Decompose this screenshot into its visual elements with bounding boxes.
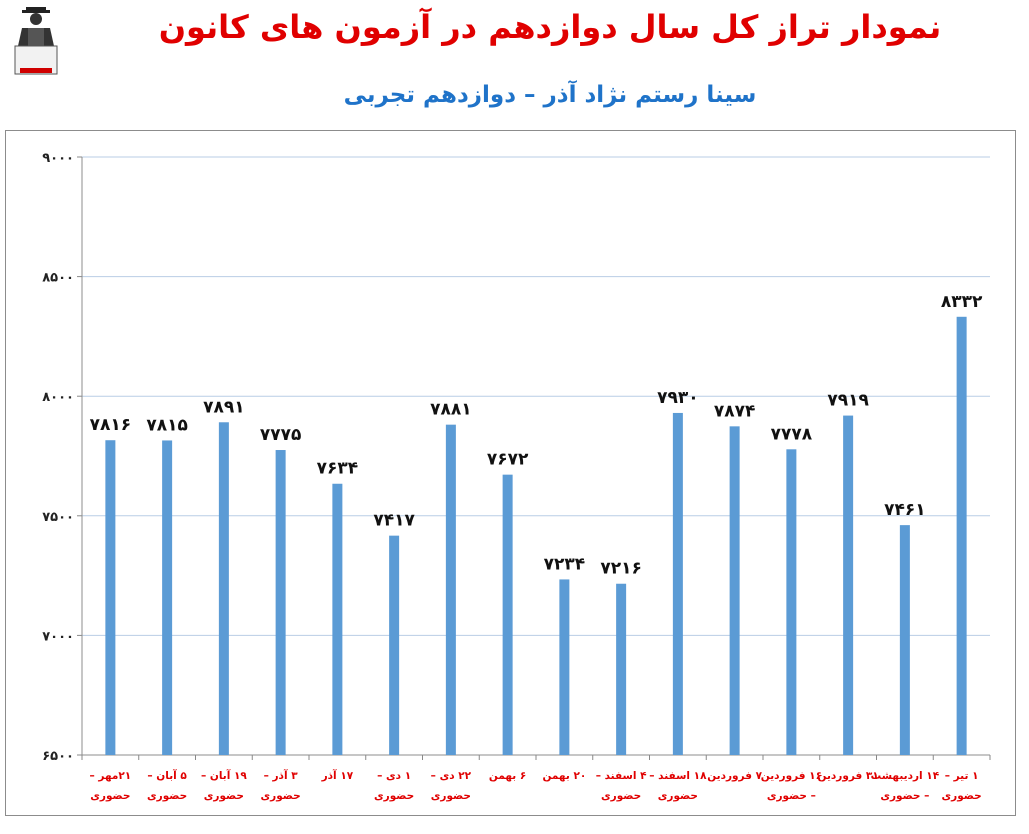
chart-frame <box>5 130 1016 816</box>
category-label: ۲۰ بهمن <box>542 770 586 782</box>
kanoon-logo <box>12 6 60 76</box>
category-label: ۱۷ آذر <box>321 769 354 782</box>
category-label: حضوری <box>374 790 414 802</box>
bar <box>786 449 797 755</box>
data-label: ۷۷۷۵ <box>260 425 302 445</box>
bar <box>616 583 627 755</box>
category-label: حضوری <box>942 790 982 802</box>
data-label: ۷۸۸۱ <box>430 400 472 420</box>
category-label: ۱۸ اسفند – <box>649 770 707 782</box>
bar <box>389 535 400 755</box>
bar <box>672 412 683 755</box>
bar <box>899 525 910 755</box>
bar <box>275 450 286 755</box>
logo-graphic <box>14 7 58 75</box>
category-label: – حضوری <box>880 790 929 802</box>
category-label: ۲۲ دی – <box>431 770 472 782</box>
data-label: ۷۶۳۴ <box>317 459 359 479</box>
bar <box>843 415 854 755</box>
category-label: ۱ دی – <box>377 770 411 782</box>
data-label: ۷۲۱۶ <box>600 559 642 579</box>
category-label: حضوری <box>147 790 187 802</box>
chart-subtitle: سینا رستم نژاد آذر – دوازدهم تجربی <box>343 82 757 108</box>
category-label: حضوری <box>658 790 698 802</box>
data-label: ۷۷۷۸ <box>771 424 813 444</box>
bar <box>162 440 173 755</box>
bar <box>218 422 229 755</box>
category-label: حضوری <box>90 790 130 802</box>
bar <box>445 424 456 755</box>
data-label: ۷۸۱۶ <box>90 415 132 435</box>
bar <box>105 440 116 755</box>
y-tick-label: ۷۵۰۰ <box>42 510 74 525</box>
bar <box>332 483 343 755</box>
y-tick-label: ۸۵۰۰ <box>42 271 74 286</box>
data-label: ۷۲۳۴ <box>544 554 586 574</box>
category-label: حضوری <box>261 790 301 802</box>
category-label: ۷ فروردین <box>707 770 762 782</box>
category-label: ۱۶ فروردین <box>761 770 822 782</box>
data-label: ۷۹۱۹ <box>827 391 869 411</box>
category-label: ۲۱مهر – <box>90 770 132 782</box>
bar <box>559 579 570 755</box>
y-tick-label: ۹۰۰۰ <box>42 151 74 166</box>
category-label: ۳۱ فروردین <box>818 770 879 782</box>
bar <box>956 316 967 755</box>
category-label: ۱۹ آبان – <box>201 769 247 782</box>
data-label: ۷۸۹۱ <box>203 397 245 417</box>
y-tick-label: ۶۵۰۰ <box>42 749 74 764</box>
bar <box>729 426 740 755</box>
data-label: ۷۶۷۲ <box>487 450 529 470</box>
data-label: ۷۴۶۱ <box>884 500 926 520</box>
chart-title: نمودار تراز کل سال دوازدهم در آزمون های … <box>158 8 942 46</box>
y-tick-label: ۸۰۰۰ <box>42 390 74 405</box>
data-label: ۷۹۳۰ <box>657 388 699 408</box>
category-label: ۱ تیر – <box>945 770 979 782</box>
category-label: ۳ آذر – <box>264 769 299 782</box>
category-label: ۴ اسفند – <box>596 770 647 782</box>
category-label: ۵ آبان – <box>147 769 187 782</box>
data-label: ۷۸۷۴ <box>714 401 756 421</box>
category-label: حضوری <box>204 790 244 802</box>
category-label: ۱۴ اردیبهشت <box>871 770 940 782</box>
data-label: ۸۳۳۲ <box>941 292 983 312</box>
data-label: ۷۸۱۵ <box>146 415 188 435</box>
y-tick-label: ۷۰۰۰ <box>42 629 74 644</box>
category-label: ۶ بهمن <box>489 770 526 782</box>
data-label: ۷۴۱۷ <box>373 511 415 531</box>
category-label: حضوری <box>601 790 641 802</box>
bar <box>502 474 513 755</box>
category-label: – حضوری <box>767 790 816 802</box>
category-label: حضوری <box>431 790 471 802</box>
